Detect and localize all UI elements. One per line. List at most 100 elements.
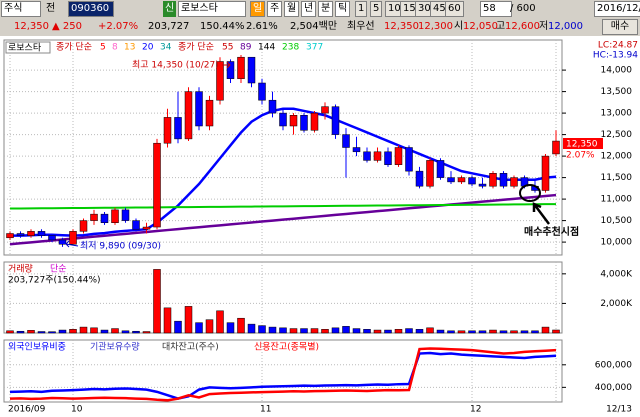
candle-body xyxy=(457,177,466,183)
market-select[interactable]: 주식 xyxy=(1,1,41,17)
legend-entry: 신용잔고(종목별) xyxy=(254,342,319,353)
x-tick-label: 12 xyxy=(470,405,481,415)
change: ▲ 250 xyxy=(52,21,82,32)
candle-body xyxy=(394,147,403,165)
candle-body xyxy=(279,112,287,127)
candle-body xyxy=(489,173,497,187)
mode[interactable]: 전 xyxy=(46,3,56,14)
series-line xyxy=(9,351,557,400)
panel-subtitle: 단순 xyxy=(50,264,67,275)
ma-line xyxy=(9,203,557,210)
stock-name: 로보스타 xyxy=(178,1,246,17)
volume-bar xyxy=(342,326,350,334)
code-input[interactable]: 090360 xyxy=(68,1,114,17)
candle-body xyxy=(205,99,214,127)
candle-body xyxy=(447,177,455,183)
volume-bar xyxy=(447,330,455,334)
volume-bar xyxy=(289,328,298,334)
candle-body xyxy=(111,209,119,224)
volume-bar xyxy=(237,317,245,334)
volume-bar xyxy=(79,326,88,334)
volume-bar xyxy=(426,327,434,334)
y-tick-label: 13,000 xyxy=(601,109,633,119)
ma-line xyxy=(9,193,557,246)
minute-button[interactable]: 60 xyxy=(445,1,464,17)
y-tick-label: 10,500 xyxy=(601,216,633,226)
candle-body xyxy=(16,233,25,236)
candle-body xyxy=(216,61,224,101)
y-tick-label: 12,000 xyxy=(601,152,633,162)
bid: 12,300 xyxy=(418,21,453,32)
candle-body xyxy=(90,213,98,221)
candle-body xyxy=(121,209,130,221)
candle-body xyxy=(436,160,445,178)
volume-bar xyxy=(174,320,182,334)
volume-ratio: 150.44% xyxy=(200,21,245,32)
volume-bar xyxy=(405,328,413,334)
buy-button[interactable]: 매수 xyxy=(602,19,638,35)
price: 12,350 xyxy=(14,21,49,32)
buy-circle xyxy=(519,184,541,202)
volume-bar xyxy=(468,330,476,334)
y-tick-label: 400,000 xyxy=(595,383,632,393)
rate: +2.07% xyxy=(98,21,139,32)
y-tick-label: 4,000K xyxy=(600,269,633,279)
y-tick-label: 12,500 xyxy=(601,130,633,140)
minute-button[interactable]: 1 xyxy=(355,1,368,17)
candle-body xyxy=(258,82,266,101)
volume-bar xyxy=(363,329,371,334)
volume-bar xyxy=(48,331,56,334)
candle-body xyxy=(195,91,203,127)
volume-bar xyxy=(27,330,35,334)
candle-body xyxy=(79,220,88,232)
candle-body xyxy=(69,231,77,245)
candle-body xyxy=(100,213,109,223)
volume-bar xyxy=(384,329,392,334)
period-button[interactable]: 년 xyxy=(301,1,317,17)
volume-bar xyxy=(195,322,203,334)
candle-body xyxy=(268,99,277,114)
legend-entry: 144 xyxy=(258,43,275,53)
candle-body xyxy=(37,231,46,236)
volume-bar xyxy=(279,327,287,334)
volume-bar xyxy=(510,330,518,334)
y-tick-label: 11,000 xyxy=(601,195,633,205)
low-label: 저 xyxy=(539,21,549,32)
minute-button[interactable]: 5 xyxy=(370,1,383,17)
panel-frame xyxy=(3,339,563,403)
best-label: 최우선 xyxy=(347,21,375,32)
volume-bar xyxy=(121,330,130,334)
amount: 2,504백만 xyxy=(290,21,338,32)
legend-entry: 89 xyxy=(240,43,252,53)
volume-bar xyxy=(132,330,140,334)
last-price: 12,350 xyxy=(566,140,598,150)
lc-label: LC:24.87 xyxy=(598,41,638,51)
volume-bar xyxy=(258,325,266,334)
series-line xyxy=(9,347,557,402)
period-button[interactable]: 일 xyxy=(250,1,266,17)
period-button[interactable]: 주 xyxy=(267,1,283,17)
volume-bar xyxy=(37,331,46,334)
date-input[interactable]: 2016/12/ xyxy=(594,1,640,17)
count-input[interactable]: 58 xyxy=(480,1,512,17)
candle-body xyxy=(342,134,350,148)
legend-entry: 13 xyxy=(124,43,135,53)
period-button[interactable]: 틱 xyxy=(335,1,351,17)
x-tick-label: 10 xyxy=(71,405,83,415)
candle-body xyxy=(184,91,193,140)
volume-bar xyxy=(100,329,109,334)
candle-body xyxy=(499,173,508,187)
legend-entry: 기관보유수량 xyxy=(90,341,140,353)
candle-body xyxy=(310,112,319,131)
legend-entry: 20 xyxy=(142,43,154,53)
volume-bar xyxy=(489,329,497,334)
candle-body xyxy=(478,183,487,187)
period-button[interactable]: 월 xyxy=(284,1,300,17)
legend-box xyxy=(5,41,51,54)
volume-bar xyxy=(552,329,560,334)
volume-bar xyxy=(331,327,340,334)
period-button[interactable]: 분 xyxy=(318,1,334,17)
candle-body xyxy=(237,56,245,79)
ask: 12,350 xyxy=(384,21,419,32)
legend-entry: 8 xyxy=(112,43,118,53)
